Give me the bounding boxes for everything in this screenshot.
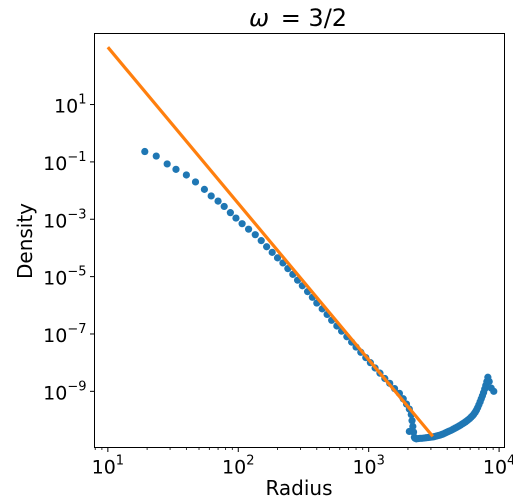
power-law-fit-line xyxy=(106,46,434,438)
data-point xyxy=(408,417,416,425)
tick-exponent: −5 xyxy=(67,265,86,280)
data-point xyxy=(268,248,276,256)
tick-base: 10 xyxy=(43,325,67,347)
data-point xyxy=(273,254,282,262)
x-axis-label: Radius xyxy=(265,476,332,500)
data-point xyxy=(490,387,498,395)
y-tick-label: 10−9 xyxy=(43,379,86,404)
y-axis-label: Density xyxy=(13,203,37,279)
data-point xyxy=(238,220,246,228)
tick-exponent: 1 xyxy=(116,454,124,469)
tick-exponent: −7 xyxy=(67,322,86,337)
tick-base: 10 xyxy=(54,96,78,118)
tick-exponent: 2 xyxy=(246,454,254,469)
x-tick-label: 101 xyxy=(92,454,124,479)
y-tick-label: 10−5 xyxy=(43,265,86,290)
tick-base: 10 xyxy=(92,457,116,479)
tick-base: 10 xyxy=(43,268,67,290)
tick-base: 10 xyxy=(43,382,67,404)
data-point xyxy=(485,377,493,386)
data-point xyxy=(232,214,240,222)
x-tick-label: 102 xyxy=(222,454,254,479)
data-point xyxy=(220,202,228,211)
data-point xyxy=(226,209,234,217)
tick-base: 10 xyxy=(43,153,67,175)
data-point xyxy=(244,225,253,233)
data-point xyxy=(182,171,190,179)
chart-title: ω = 3/2 xyxy=(249,4,347,32)
title-variable: ω xyxy=(249,4,269,32)
y-tick-label: 10−7 xyxy=(43,322,86,347)
y-tick-label: 10−3 xyxy=(43,207,86,232)
tick-base: 10 xyxy=(483,457,507,479)
tick-base: 10 xyxy=(43,210,67,232)
title-value: = 3/2 xyxy=(281,4,347,32)
tick-exponent: 4 xyxy=(507,454,513,469)
data-point xyxy=(191,178,200,186)
tick-exponent: 1 xyxy=(78,93,86,108)
x-axis: 101 102 103 104 xyxy=(92,447,513,479)
plot-area xyxy=(106,46,498,443)
tick-exponent: −3 xyxy=(67,207,86,222)
data-point xyxy=(263,243,271,251)
y-tick-label: 101 xyxy=(54,93,86,118)
tick-base: 10 xyxy=(352,457,376,479)
tick-exponent: −9 xyxy=(67,379,86,394)
data-point xyxy=(251,231,259,239)
axes-frame xyxy=(94,33,505,448)
data-point xyxy=(214,197,222,205)
data-point xyxy=(257,237,265,245)
data-point xyxy=(409,422,417,430)
data-point xyxy=(207,192,215,200)
data-point xyxy=(163,160,171,168)
tick-exponent: 3 xyxy=(377,454,385,469)
data-point xyxy=(172,165,180,173)
x-tick-label: 104 xyxy=(483,454,513,479)
data-point xyxy=(152,152,160,160)
data-point xyxy=(405,427,413,436)
data-point xyxy=(141,147,149,156)
y-tick-label: 10−1 xyxy=(43,150,86,175)
x-tick-label: 103 xyxy=(352,454,384,479)
tick-base: 10 xyxy=(222,457,246,479)
tick-exponent: −1 xyxy=(67,150,86,165)
data-point xyxy=(200,185,209,193)
